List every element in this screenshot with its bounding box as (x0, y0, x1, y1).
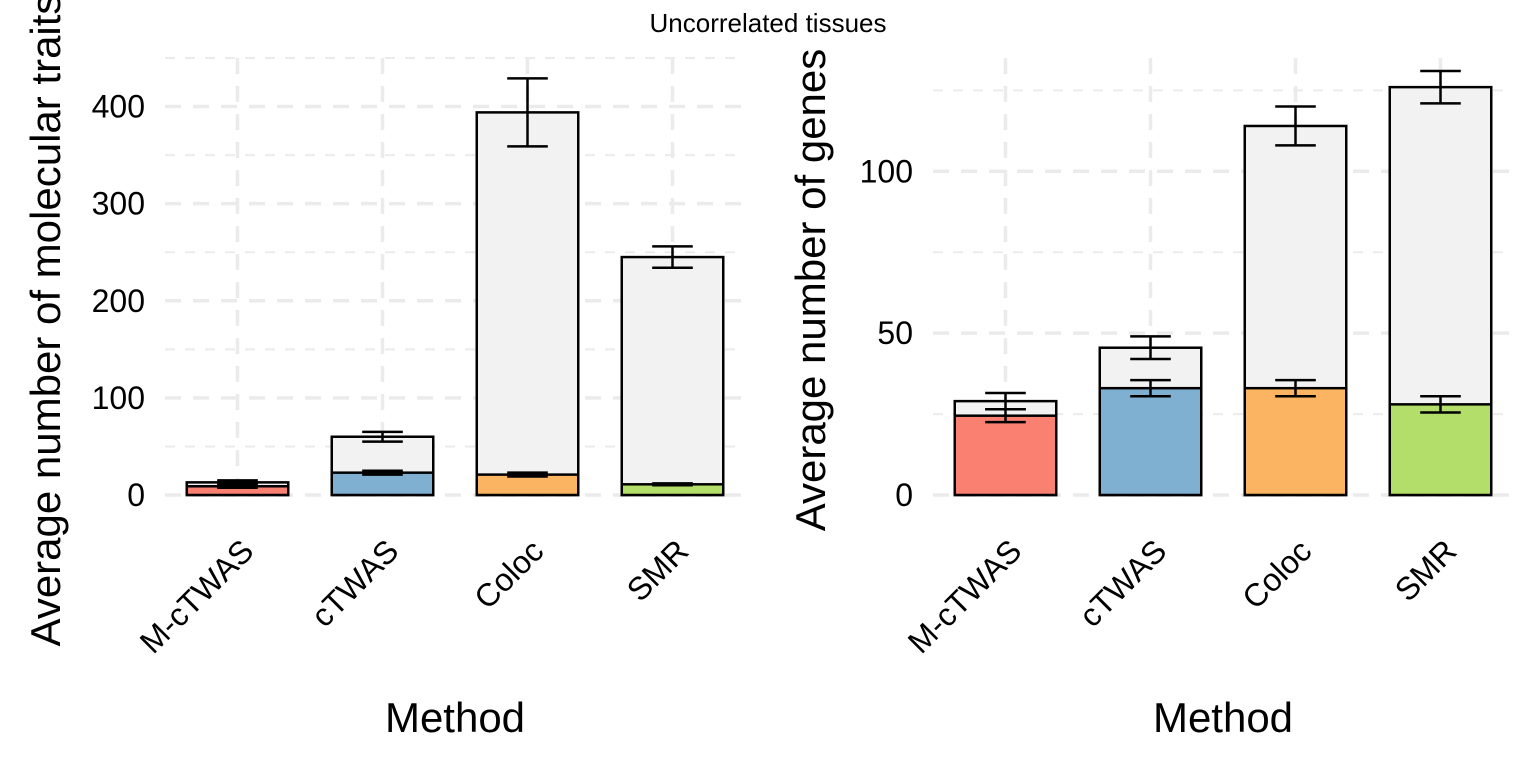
x-tick-label-SMR: SMR (1388, 532, 1464, 608)
y-tick-label: 400 (92, 89, 145, 125)
bar-total-SMR (620, 255, 725, 497)
chart-panel-1: 0 100 200 300 400 M-cTWAS cTWAS Coloc SMR Method A… (22, 0, 745, 741)
y-axis-title: Average number of genes (787, 49, 834, 532)
x-tick-label-M-cTWAS: M-cTWAS (901, 532, 1029, 660)
bar-highlighted-cTWAS (1098, 386, 1203, 497)
chart-panel-2: 0 50 100 M-cTWAS cTWAS Coloc SMR Method Average … (787, 49, 1513, 741)
bar-highlighted-SMR (1388, 403, 1493, 497)
bar-total-Coloc (475, 111, 580, 497)
x-tick-label-cTWAS: cTWAS (1072, 532, 1173, 633)
y-tick-label: 100 (92, 380, 145, 416)
y-tick-label: 200 (92, 283, 145, 319)
x-tick-label-Coloc: Coloc (467, 532, 550, 615)
y-tick-label: 100 (860, 153, 913, 189)
x-tick-label-M-cTWAS: M-cTWAS (133, 532, 261, 660)
bar-highlighted-Coloc (1243, 386, 1348, 497)
x-tick-label-Coloc: Coloc (1235, 532, 1318, 615)
y-tick-label: 0 (127, 477, 145, 513)
y-tick-label: 0 (895, 477, 913, 513)
x-tick-label-cTWAS: cTWAS (304, 532, 405, 633)
figure-title: Uncorrelated tissues (649, 8, 887, 38)
x-axis-title: Method (385, 694, 525, 741)
bar-highlighted-cTWAS (330, 471, 435, 497)
y-axis-title: Average number of molecular traits (22, 0, 69, 646)
y-tick-label: 50 (877, 315, 913, 351)
x-tick-label-SMR: SMR (620, 532, 696, 608)
x-axis-title: Method (1153, 694, 1293, 741)
y-tick-label: 300 (92, 186, 145, 222)
bar-highlighted-M-cTWAS (953, 414, 1058, 497)
